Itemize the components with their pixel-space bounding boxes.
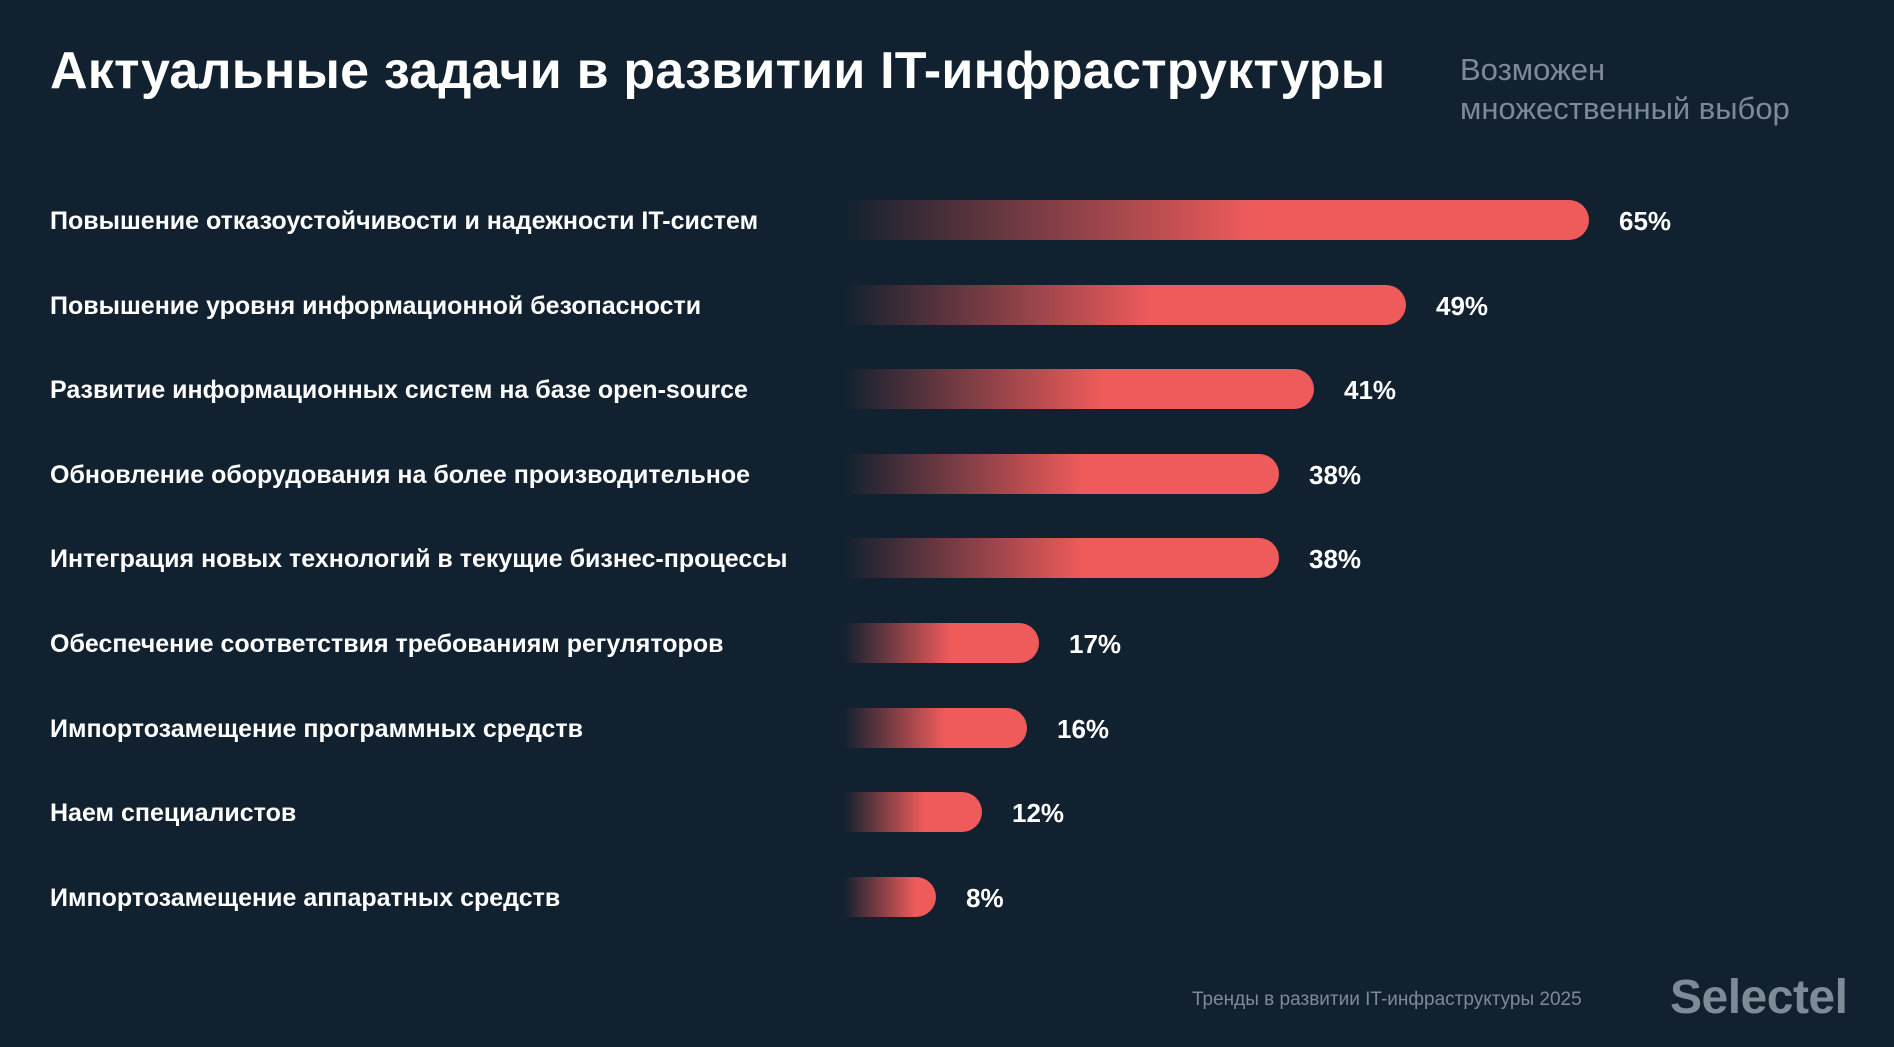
bar-row: Импортозамещение программных средств 16% — [0, 708, 1894, 750]
bar-row: Обновление оборудования на более произво… — [0, 454, 1894, 496]
bar-row: Наем специалистов 12% — [0, 792, 1894, 834]
bar — [844, 792, 982, 832]
bar — [844, 454, 1279, 494]
category-label: Импортозамещение программных средств — [50, 715, 583, 743]
bar — [844, 369, 1314, 409]
category-label: Интеграция новых технологий в текущие би… — [50, 545, 788, 573]
value-label: 12% — [1012, 798, 1065, 828]
bar-row: Повышение отказоустойчивости и надежност… — [0, 200, 1894, 242]
bar — [844, 538, 1279, 578]
bar — [844, 623, 1039, 663]
value-label: 38% — [1309, 544, 1362, 574]
bar-row: Интеграция новых технологий в текущие би… — [0, 538, 1894, 580]
category-label: Обновление оборудования на более произво… — [50, 461, 751, 489]
bar-row: Обеспечение соответствия требованиям рег… — [0, 623, 1894, 665]
category-label: Импортозамещение аппаратных средств — [50, 884, 561, 912]
category-label: Повышение уровня информационной безопасн… — [50, 292, 702, 320]
category-label: Повышение отказоустойчивости и надежност… — [50, 207, 759, 235]
value-label: 8% — [966, 883, 1004, 913]
value-label: 65% — [1619, 206, 1672, 236]
note-line-2: множественный выбор — [1460, 91, 1790, 126]
value-label: 38% — [1309, 460, 1362, 490]
value-label: 16% — [1057, 714, 1110, 744]
value-label: 17% — [1069, 629, 1122, 659]
bar-row: Повышение уровня информационной безопасн… — [0, 285, 1894, 327]
note-line-1: Возможен — [1460, 52, 1606, 87]
bar — [844, 877, 936, 917]
category-label: Развитие информационных систем на базе o… — [50, 376, 748, 404]
bar — [844, 285, 1406, 325]
value-label: 41% — [1344, 375, 1397, 405]
category-label: Наем специалистов — [50, 799, 297, 827]
value-label: 49% — [1436, 291, 1489, 321]
bar — [844, 200, 1589, 240]
bar-row: Импортозамещение аппаратных средств 8% — [0, 877, 1894, 919]
source-caption: Тренды в развитии IT-инфраструктуры 2025 — [1192, 989, 1582, 1010]
chart-title: Актуальные задачи в развитии IT-инфрастр… — [50, 42, 1386, 100]
bar — [844, 708, 1027, 748]
category-label: Обеспечение соответствия требованиям рег… — [50, 630, 724, 658]
multiple-choice-note: Возможен множественный выбор — [1460, 50, 1880, 128]
bar-row: Развитие информационных систем на базе o… — [0, 369, 1894, 411]
selectel-logo: Selectel — [1670, 971, 1848, 1024]
